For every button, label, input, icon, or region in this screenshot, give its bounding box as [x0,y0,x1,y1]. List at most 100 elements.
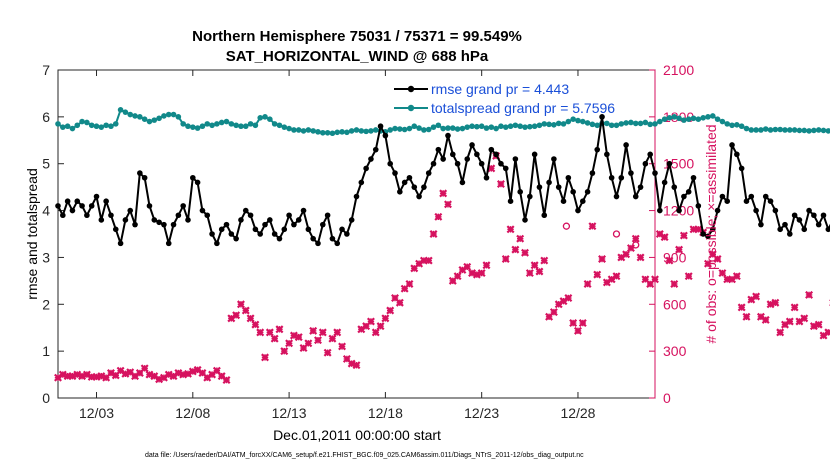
rmse-point [608,174,615,181]
totalspread-point [435,122,442,129]
totalspread-point [223,118,230,125]
obs-assimilated-marker [241,306,250,315]
totalspread-point [127,111,134,118]
totalspread-point [522,124,528,130]
x-axis-ticks: 12/03 12/08 12/13 12/18 12/23 12/28 [79,70,596,421]
obs-assimilated-marker [140,364,149,373]
obs-assimilated-marker [458,265,467,274]
totalspread-point [690,115,697,122]
totalspread-point [392,125,398,132]
totalspread-point [141,116,148,122]
totalspread-point [806,128,812,134]
obs-assimilated-marker [521,248,529,257]
obs-assimilated-marker [222,376,231,385]
obs-assimilated-marker [583,280,592,288]
totalspread-point [112,121,119,127]
rmse-point [377,123,384,130]
rmse-point [661,179,668,186]
totalspread-point [820,127,827,134]
totalspread-point [666,114,673,121]
totalspread-point [709,113,716,119]
obs-assimilated-marker [598,255,607,263]
rmse-point [705,233,711,240]
totalspread-point [772,126,779,133]
rmse-point [613,193,620,200]
obs-assimilated-marker [776,328,785,337]
obs-assimilated-marker [318,328,327,337]
right-y-axis-ticks: 03006009001200150018002100 [649,62,694,406]
rmse-point [430,160,437,167]
rmse-point [392,170,398,176]
totalspread-point [348,128,355,134]
obs-assimilated-marker [506,225,515,234]
obs-assimilated-marker [617,253,626,262]
obs-assimilated-marker [622,250,631,259]
totalspread-point [512,122,519,129]
obs-assimilated-marker [261,353,270,362]
totalspread-point [613,122,620,129]
rmse-point [401,179,408,186]
totalspread-point [811,127,817,134]
obs-assimilated-marker [294,333,303,342]
totalspread-point [185,123,191,130]
totalspread-point [353,127,360,133]
obs-assimilated-marker [535,267,544,276]
rmse-point [319,221,326,228]
totalspread-point [276,122,283,129]
obs-assimilated-marker [679,231,688,240]
rmse-point [137,170,143,176]
rmse-point [560,198,567,204]
obs-assimilated-marker [280,347,289,356]
totalspread-point [387,127,394,133]
totalspread-point [560,121,567,127]
rmse-point [555,184,562,190]
obs-assimilated-marker [246,314,255,323]
totalspread-point [271,121,278,127]
rmse-point [60,212,66,219]
totalspread-point [411,123,418,130]
rmse-point [262,221,268,228]
rmse-point [435,146,442,153]
rmse-point [286,212,292,219]
totalspread-point [729,122,735,129]
totalspread-point [401,126,408,133]
totalspread-point [541,121,548,127]
totalspread-point [801,127,808,134]
rmse-point [536,184,543,190]
totalspread-point [372,127,379,133]
totalspread-point [777,126,783,133]
totalspread-point [108,123,114,130]
rmse-point [469,142,475,148]
rmse-point [570,189,576,195]
left-y-tick-label: 4 [42,203,50,219]
rmse-point [271,231,278,237]
totalspread-point [416,125,422,131]
totalspread-point [459,125,466,132]
totalspread-point [209,122,215,129]
totalspread-point [570,116,576,122]
obs-assimilated-marker [718,269,727,278]
totalspread-point [608,122,615,129]
totalspread-point [132,113,138,119]
totalspread-point [334,129,341,136]
rmse-point [122,217,129,223]
totalspread-point [762,126,769,132]
totalspread-point [474,123,480,130]
totalspread-point [753,127,759,133]
rmse-point [782,221,788,228]
totalspread-point [685,116,692,122]
totalspread-point [632,120,639,127]
obs-assimilated-marker [588,222,597,231]
totalspread-point [156,115,162,122]
rmse-point [498,160,504,167]
rmse-point [339,226,345,233]
rmse-point [165,240,172,247]
rmse-point [579,198,586,204]
obs-assimilated-marker [593,270,602,279]
left-y-tick-label: 6 [42,109,50,125]
rmse-point [267,217,273,223]
rmse-point [310,235,316,242]
rmse-point [204,212,211,219]
rmse-point [324,212,331,219]
x-tick-label: 12/03 [79,405,114,421]
